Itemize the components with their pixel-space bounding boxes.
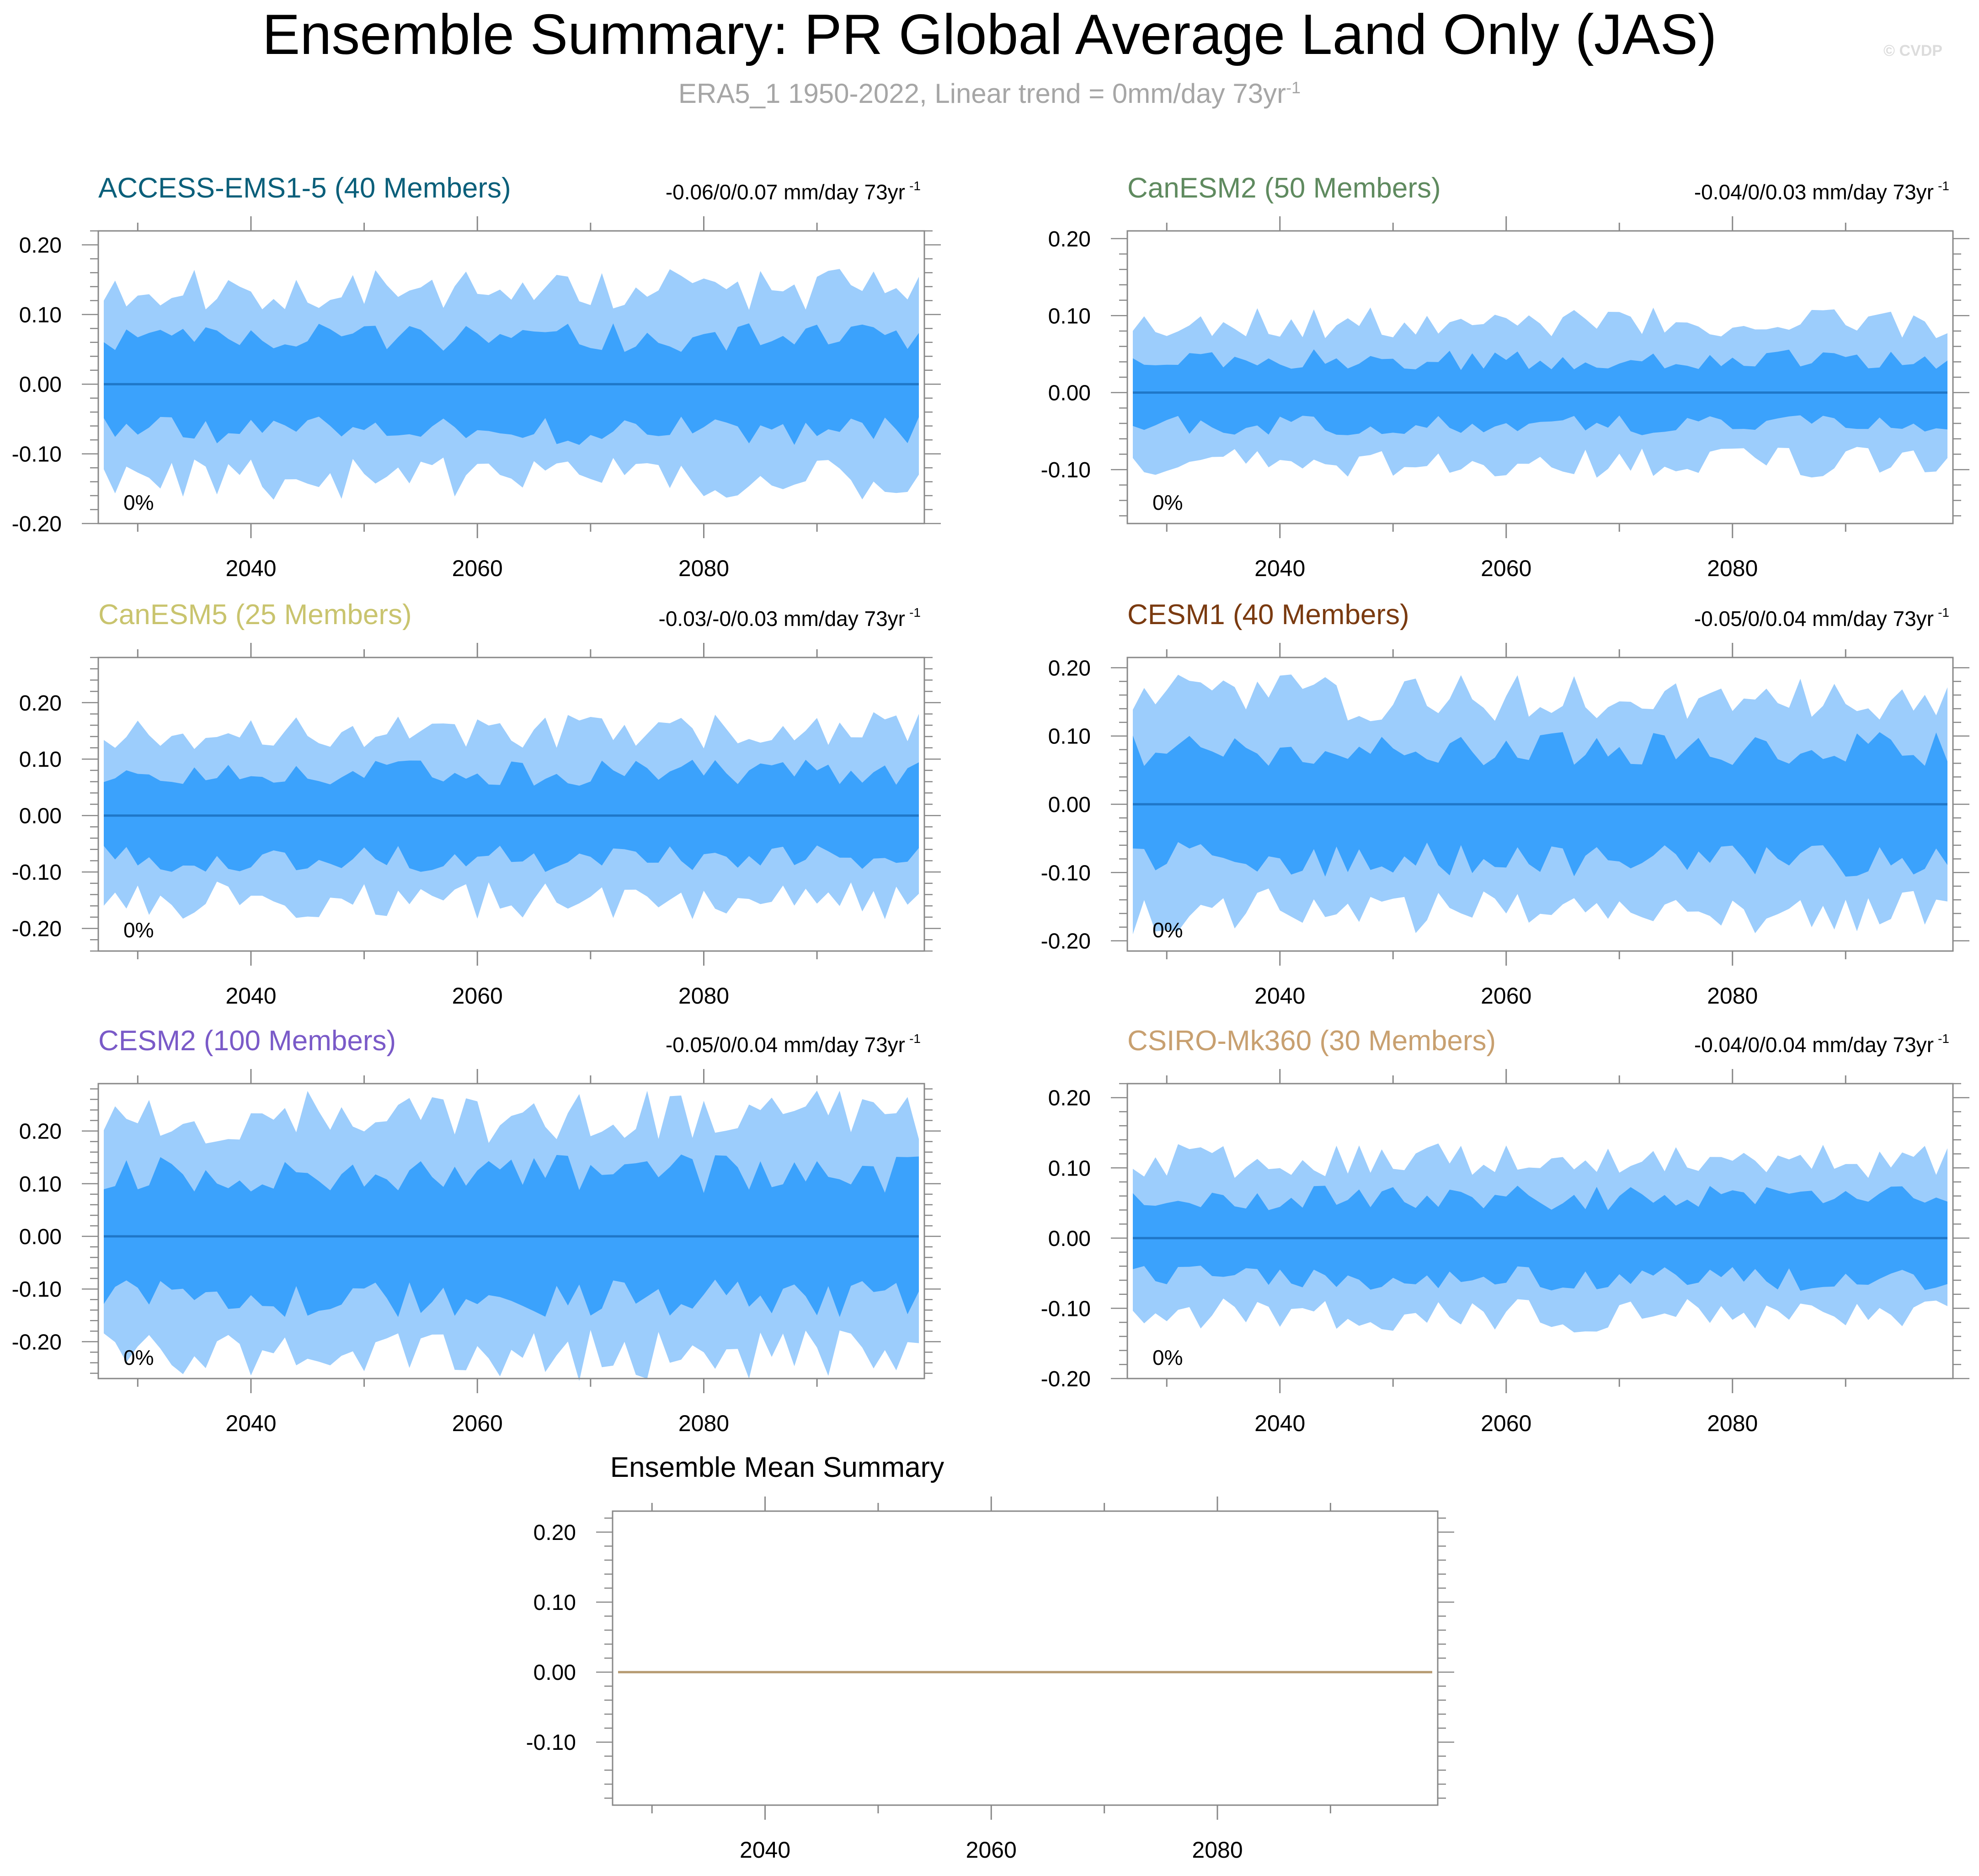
main-title: Ensemble Summary: PR Global Average Land… xyxy=(262,3,1717,66)
trend-label-superscript: -1 xyxy=(909,179,921,193)
panel-7: 2040 2060 2080 -0.10 0.00 0.10 0.20 Ensemble Me… xyxy=(526,1452,1454,1863)
y-tick-label: -0.20 xyxy=(12,1330,62,1354)
panel-title: CanESM5 (25 Members) xyxy=(98,599,412,631)
x-tick-label: 2040 xyxy=(1254,556,1305,581)
y-tick-label: 0.10 xyxy=(19,748,62,772)
plot-frame xyxy=(97,1083,925,1379)
x-tick-label: 2080 xyxy=(678,556,729,581)
y-tick-label: 0.20 xyxy=(19,1120,62,1144)
trend-label: -0.04/0/0.03 mm/day 73yr xyxy=(1694,180,1934,204)
panel-4: 2040 2060 2080 -0.20 -0.10 0.00 0.10 0.20 CESM1 … xyxy=(1041,599,1969,1009)
trend-label: -0.04/0/0.04 mm/day 73yr xyxy=(1694,1033,1934,1057)
x-tick-label: 2060 xyxy=(452,556,503,581)
y-tick-label: -0.10 xyxy=(1041,1297,1091,1321)
watermark: © CVDP xyxy=(1883,42,1942,59)
x-tick-label: 2060 xyxy=(452,1411,503,1436)
y-tick-label: -0.20 xyxy=(1041,1367,1091,1391)
y-tick-label: -0.10 xyxy=(1041,458,1091,482)
trend-label: -0.05/0/0.04 mm/day 73yr xyxy=(1694,607,1934,631)
x-tick-label: 2060 xyxy=(1481,556,1531,581)
plot-frame xyxy=(97,230,925,524)
panel-title: CESM2 (100 Members) xyxy=(98,1025,396,1057)
y-tick-label: 0.00 xyxy=(1048,793,1091,817)
x-tick-label: 2040 xyxy=(225,1411,276,1436)
x-tick-label: 2040 xyxy=(225,983,276,1009)
x-tick-label: 2040 xyxy=(740,1837,790,1863)
y-tick-label: 0.20 xyxy=(1048,227,1091,251)
panel-5: 2040 2060 2080 -0.20 -0.10 0.00 0.10 0.20 CESM2 … xyxy=(12,1025,941,1436)
x-tick-label: 2060 xyxy=(966,1837,1017,1863)
y-tick-label: -0.10 xyxy=(526,1731,576,1755)
x-tick-label: 2080 xyxy=(678,983,729,1009)
panel-6: 2040 2060 2080 -0.20 -0.10 0.00 0.10 0.20 CSIRO-… xyxy=(1041,1025,1969,1436)
y-tick-label: 0.20 xyxy=(1048,656,1091,680)
percent-label: 0% xyxy=(123,491,154,514)
y-tick-label: 0.10 xyxy=(533,1591,576,1615)
x-tick-label: 2060 xyxy=(452,983,503,1009)
trend-label: -0.06/0/0.07 mm/day 73yr xyxy=(666,180,905,204)
y-tick-label: -0.10 xyxy=(12,861,62,885)
y-tick-label: 0.20 xyxy=(19,233,62,257)
subtitle: ERA5_1 1950-2022, Linear trend = 0mm/day… xyxy=(0,78,1979,109)
y-tick-label: -0.20 xyxy=(1041,930,1091,954)
y-tick-label: 0.20 xyxy=(19,691,62,716)
y-tick-label: 0.20 xyxy=(1048,1086,1091,1111)
percent-label: 0% xyxy=(1152,918,1183,942)
panel-1: 2040 2060 2080 -0.20 -0.10 0.00 0.10 0.20 ACCESS… xyxy=(12,172,941,581)
y-tick-label: 0.10 xyxy=(1048,304,1091,328)
y-tick-label: 0.10 xyxy=(19,303,62,327)
panel-3: 2040 2060 2080 -0.20 -0.10 0.00 0.10 0.20 CanESM… xyxy=(12,599,941,1009)
x-tick-label: 2060 xyxy=(1481,1411,1531,1436)
y-tick-label: -0.10 xyxy=(12,1277,62,1302)
plot-frame xyxy=(612,1510,1439,1806)
percent-label: 0% xyxy=(1152,491,1183,514)
trend-label-superscript: -1 xyxy=(1938,605,1949,620)
trend-label: -0.03/-0/0.03 mm/day 73yr xyxy=(659,607,905,631)
panel-2: 2040 2060 2080 -0.10 0.00 0.10 0.20 CanESM2 (50… xyxy=(1041,172,1969,581)
x-tick-label: 2040 xyxy=(225,556,276,581)
x-tick-label: 2060 xyxy=(1481,983,1531,1009)
trend-label-superscript: -1 xyxy=(1938,1032,1949,1046)
trend-label-superscript: -1 xyxy=(909,605,921,620)
y-tick-label: -0.20 xyxy=(12,917,62,941)
x-tick-label: 2040 xyxy=(1254,983,1305,1009)
plot-frame xyxy=(1126,1083,1954,1379)
y-tick-label: 0.00 xyxy=(19,373,62,397)
y-tick-label: 0.10 xyxy=(19,1172,62,1197)
x-tick-label: 2040 xyxy=(1254,1411,1305,1436)
subtitle-superscript: -1 xyxy=(1286,78,1301,97)
y-tick-label: 0.00 xyxy=(1048,1227,1091,1251)
y-tick-label: -0.10 xyxy=(1041,861,1091,885)
x-tick-label: 2080 xyxy=(1707,556,1758,581)
trend-label: -0.05/0/0.04 mm/day 73yr xyxy=(666,1033,905,1057)
y-tick-label: 0.00 xyxy=(19,1225,62,1249)
percent-label: 0% xyxy=(123,918,154,942)
y-tick-label: 0.10 xyxy=(1048,725,1091,749)
panel-title: CanESM2 (50 Members) xyxy=(1127,172,1441,204)
x-tick-label: 2080 xyxy=(1707,1411,1758,1436)
y-tick-label: 0.20 xyxy=(533,1521,576,1545)
panel-title: ACCESS-EMS1-5 (40 Members) xyxy=(98,172,511,204)
y-tick-label: -0.20 xyxy=(12,512,62,536)
x-tick-label: 2080 xyxy=(1192,1837,1243,1863)
subtitle-text: ERA5_1 1950-2022, Linear trend = 0mm/day… xyxy=(678,78,1286,109)
panel-title: CESM1 (40 Members) xyxy=(1127,599,1409,631)
percent-label: 0% xyxy=(123,1346,154,1369)
x-tick-label: 2080 xyxy=(678,1411,729,1436)
y-tick-label: 0.00 xyxy=(533,1661,576,1685)
panel-title: Ensemble Mean Summary xyxy=(610,1452,944,1483)
percent-label: 0% xyxy=(1152,1346,1183,1369)
trend-label-superscript: -1 xyxy=(1938,179,1949,193)
trend-label-superscript: -1 xyxy=(909,1032,921,1046)
y-tick-label: 0.00 xyxy=(1048,381,1091,406)
panel-title: CSIRO-Mk360 (30 Members) xyxy=(1127,1025,1496,1057)
y-tick-label: 0.00 xyxy=(19,804,62,828)
y-tick-label: 0.10 xyxy=(1048,1156,1091,1181)
y-tick-label: -0.10 xyxy=(12,443,62,467)
x-tick-label: 2080 xyxy=(1707,983,1758,1009)
